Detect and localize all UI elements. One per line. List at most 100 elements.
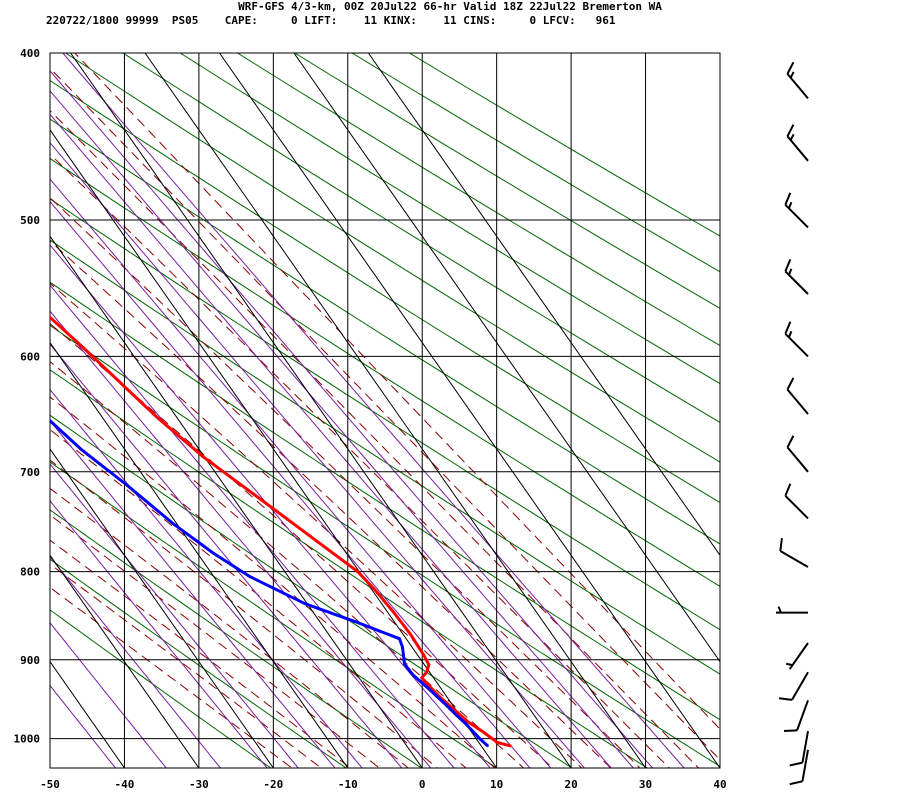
y-tick-label: 500 [20, 214, 40, 227]
wind-barb-half-flag [789, 71, 795, 79]
moist-adiabat [50, 539, 352, 768]
dry-adiabat [50, 414, 573, 768]
wind-barb-staff [786, 388, 809, 415]
sounding-point [353, 620, 356, 623]
sounding-point [444, 703, 447, 705]
sounding-point [426, 683, 429, 686]
dry-adiabat [50, 509, 423, 768]
x-tick-label: -10 [338, 778, 358, 791]
wind-barb-flag [784, 483, 792, 497]
wind-barb-staff [786, 135, 809, 162]
y-tick-label: 700 [20, 466, 40, 479]
sounding-point [428, 664, 430, 666]
sounding-point [425, 671, 428, 673]
wind-barb-half-flag [777, 606, 782, 613]
sounding-point [411, 673, 414, 676]
dry-adiabat [50, 461, 498, 768]
x-tick-label: -20 [263, 778, 283, 791]
mixing-ratio-line [50, 684, 117, 768]
wind-barb-flag [778, 697, 793, 701]
x-tick-label: -40 [115, 778, 135, 791]
x-tick-label: -50 [40, 778, 60, 791]
wind-barb [786, 377, 809, 415]
dry-adiabat [50, 558, 347, 768]
wind-barb [784, 258, 809, 295]
mixing-ratio-line [62, 53, 685, 768]
x-tick-label: 30 [639, 778, 652, 791]
dry-adiabat [121, 53, 720, 423]
sounding-point [479, 737, 481, 740]
moist-adiabat [50, 563, 323, 768]
isotherm-line [293, 53, 720, 663]
wind-barb-flag [784, 192, 792, 206]
x-tick-label: 0 [419, 778, 426, 791]
dry-adiabat [236, 53, 720, 347]
wind-barb [779, 537, 809, 568]
moist-adiabat [50, 396, 496, 768]
mixing-ratio-line [50, 284, 455, 768]
wind-barb-flag [789, 761, 803, 767]
dry-adiabat [50, 118, 720, 545]
dry-adiabat [50, 239, 720, 675]
isotherm-line [70, 53, 572, 768]
moist-adiabat [50, 586, 293, 768]
sounding-point [117, 380, 120, 382]
dry-adiabat [50, 198, 720, 631]
wind-barb-staff [779, 550, 809, 568]
wind-barb [789, 730, 809, 767]
y-tick-label: 1000 [14, 733, 41, 746]
wind-barb-staff [788, 642, 809, 670]
wind-barb [784, 483, 809, 520]
mixing-ratio-line [50, 310, 432, 768]
sounding-point [81, 449, 83, 451]
sounding-point [496, 741, 499, 744]
wind-barb-flag [784, 321, 792, 335]
wind-barb [784, 321, 809, 358]
y-tick-label: 800 [20, 566, 40, 579]
mixing-ratio-line [50, 420, 336, 768]
wind-barb [784, 699, 809, 732]
x-tick-label: 40 [713, 778, 726, 791]
sounding-point [172, 522, 174, 525]
isotherm-line [50, 341, 349, 768]
isotherm-line [219, 53, 720, 768]
sounding-point [453, 708, 456, 711]
isotherm-line [50, 660, 125, 768]
chart-title: WRF-GFS 4/3-km, 00Z 20Jul22 66-hr Valid … [238, 0, 662, 13]
dry-adiabat [50, 324, 720, 767]
sounding-point [467, 721, 470, 723]
sounding-point [456, 715, 459, 717]
sounding-point [78, 343, 80, 345]
mixing-ratio-line [50, 555, 222, 768]
isotherm-group [50, 53, 720, 768]
sounding-point [155, 415, 157, 418]
sounding-point [423, 654, 425, 657]
wind-barb-flag [786, 377, 795, 390]
sounding-point [42, 413, 44, 415]
sounding-point [251, 492, 253, 494]
isotherm-line [144, 53, 646, 768]
dry-adiabat [50, 281, 720, 721]
moist-adiabat [50, 240, 612, 768]
wind-barb-flag [786, 435, 795, 448]
wind-barb-staff [784, 495, 809, 520]
wind-barb-flag [784, 729, 798, 732]
sounding-point [409, 633, 412, 636]
moist-adiabat [50, 459, 438, 768]
isotherm-line [50, 129, 498, 768]
mixing-ratio-line [50, 244, 491, 768]
sounding-point [464, 722, 467, 725]
wind-barb [778, 671, 809, 701]
wind-barb-staff [784, 204, 809, 229]
moist-adiabat [50, 197, 641, 768]
wind-barb [786, 435, 809, 473]
wind-barb-half-flag [787, 268, 793, 276]
dry-adiabat [351, 53, 720, 273]
y-tick-label: 900 [20, 654, 40, 667]
mixing-ratio-line [50, 500, 268, 768]
wind-barb [776, 606, 808, 614]
isotherm-line [50, 235, 423, 768]
sounding-point [35, 304, 37, 306]
moist-adiabat [50, 514, 381, 768]
